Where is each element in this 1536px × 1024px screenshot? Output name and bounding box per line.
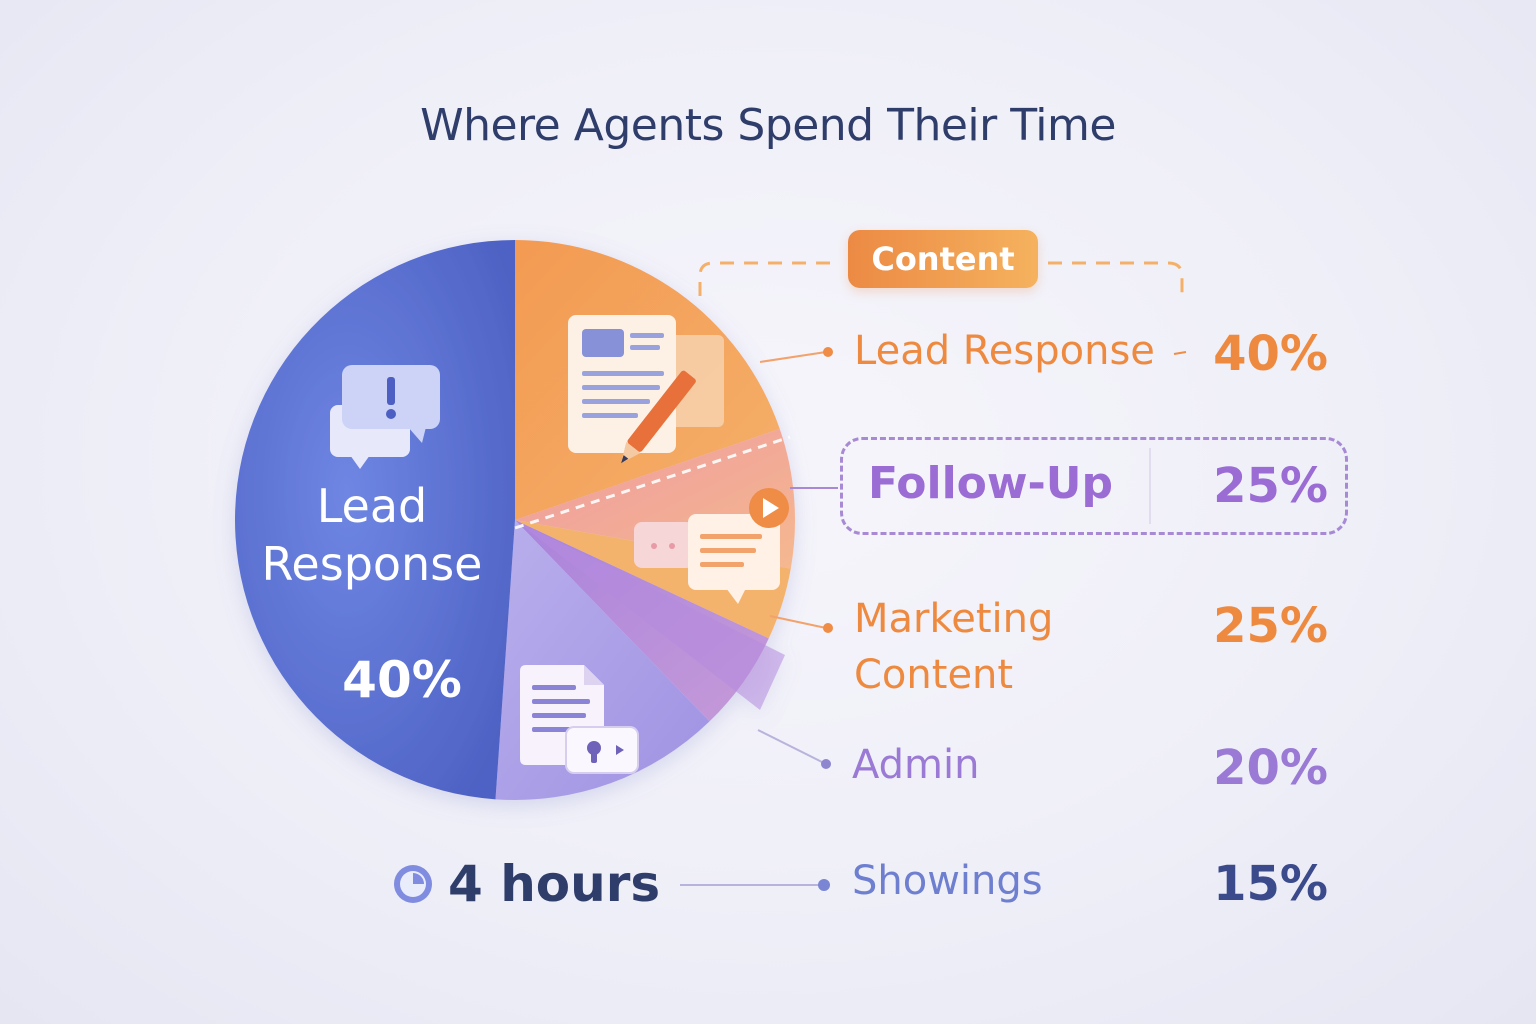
document-key-icon bbox=[520, 665, 639, 774]
leader-dot-showings bbox=[818, 879, 830, 891]
legend-value-showings: 15% bbox=[1213, 856, 1328, 912]
callout-bracket bbox=[698, 261, 1184, 296]
slice-lead-response bbox=[234, 240, 515, 800]
legend-label-lead-response: Lead Response bbox=[854, 328, 1155, 374]
slice-marketing-content bbox=[515, 520, 791, 639]
leader-dot-admin bbox=[821, 759, 831, 769]
legend-value-lead-response: 40% bbox=[1213, 326, 1328, 382]
leader-dot-lead-response bbox=[823, 347, 833, 357]
leader-line-admin bbox=[757, 729, 823, 763]
pie-label-name-2: Response bbox=[262, 537, 483, 591]
leader-line-lead-response-end bbox=[1173, 351, 1187, 355]
document-pencil-icon bbox=[568, 315, 724, 464]
chart-title: Where Agents Spend Their Time bbox=[420, 100, 1116, 151]
slice-admin-accent bbox=[515, 520, 785, 710]
content-callout-tag: Content bbox=[848, 230, 1038, 288]
legend-label-follow-up: Follow-Up bbox=[868, 458, 1114, 509]
legend-label-marketing-2: Content bbox=[854, 652, 1014, 698]
leader-line-marketing bbox=[769, 615, 827, 629]
legend-label-showings: Showings bbox=[852, 858, 1043, 904]
legend-label-marketing-1: Marketing bbox=[854, 596, 1054, 642]
legend-label-admin: Admin bbox=[852, 742, 980, 788]
legend-value-marketing: 25% bbox=[1213, 598, 1328, 654]
legend-value-follow-up: 25% bbox=[1213, 458, 1328, 514]
clock-icon bbox=[394, 865, 432, 903]
leader-line-lead-response bbox=[759, 351, 827, 363]
pie-label-value: 40% bbox=[342, 651, 462, 709]
follow-up-highlight-box bbox=[840, 437, 1348, 535]
legend-value-admin: 20% bbox=[1213, 740, 1328, 796]
leader-dot-marketing bbox=[823, 623, 833, 633]
chat-alert-icon bbox=[330, 365, 440, 469]
slice-divider bbox=[514, 435, 791, 530]
pie-label-name-1: Lead bbox=[317, 479, 428, 533]
message-play-icon bbox=[634, 488, 789, 604]
slice-admin bbox=[515, 520, 769, 722]
time-note: 4 hours bbox=[448, 855, 661, 913]
